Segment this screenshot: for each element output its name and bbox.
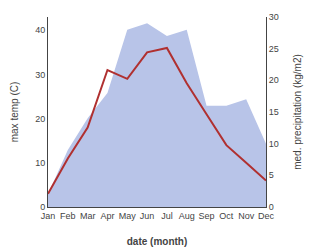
svg-text:15: 15 [269,107,279,117]
svg-text:Aug: Aug [179,211,195,221]
svg-text:Oct: Oct [219,211,234,221]
svg-text:May: May [119,211,137,221]
svg-text:Nov: Nov [238,211,255,221]
svg-text:10: 10 [269,139,279,149]
svg-text:40: 40 [35,25,45,35]
svg-text:5: 5 [269,170,274,180]
svg-text:30: 30 [35,70,45,80]
svg-text:Jul: Jul [161,211,173,221]
svg-text:max temp (C): max temp (C) [9,82,20,143]
svg-text:Jun: Jun [140,211,155,221]
svg-text:20: 20 [269,75,279,85]
svg-text:Dec: Dec [258,211,275,221]
svg-text:date (month): date (month) [127,236,188,247]
svg-text:Sep: Sep [199,211,215,221]
svg-text:25: 25 [269,44,279,54]
svg-text:Feb: Feb [60,211,76,221]
svg-text:0: 0 [269,202,274,212]
svg-text:Apr: Apr [100,211,114,221]
svg-text:20: 20 [35,114,45,124]
svg-text:Jan: Jan [41,211,56,221]
svg-text:med. precipitation (kg/m2): med. precipitation (kg/m2) [292,54,303,170]
svg-text:10: 10 [35,158,45,168]
svg-text:Mar: Mar [80,211,96,221]
svg-text:0: 0 [40,202,45,212]
svg-text:30: 30 [269,12,279,22]
